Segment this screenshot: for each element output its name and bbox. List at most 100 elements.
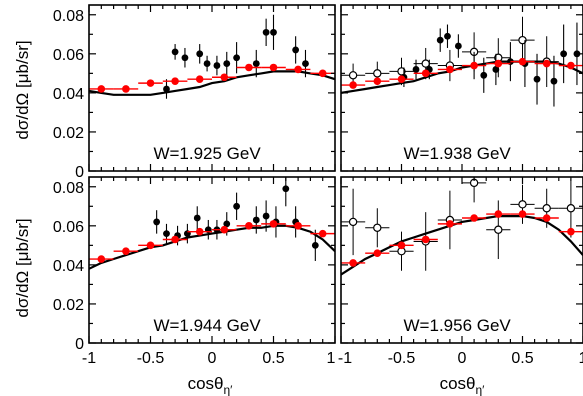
red-data-point	[518, 210, 527, 218]
red-data-point	[397, 75, 406, 84]
x-axis-label-left-sub: η′	[223, 383, 233, 396]
x-tick-label: -1	[82, 350, 96, 367]
open-data-point	[566, 204, 576, 213]
open-data-point	[494, 225, 503, 234]
y-tick-label: 0.08	[53, 180, 84, 197]
red-data-point	[373, 249, 382, 257]
filled-data-point	[492, 66, 500, 73]
open-data-point	[421, 59, 430, 68]
x-tick-label: 0	[458, 350, 467, 367]
filled-data-point	[270, 28, 277, 36]
filled-data-point	[252, 216, 260, 224]
panel-label: W=1.956 GeV	[404, 316, 512, 335]
open-data-point	[518, 200, 527, 209]
red-data-point	[294, 222, 302, 230]
filled-data-point	[560, 50, 568, 58]
y-axis-label-bottom: dσ/dΩ [μb/sr]	[13, 218, 32, 317]
x-axis-label-left: cosθη′	[188, 374, 234, 396]
red-data-point	[269, 220, 278, 228]
red-data-point	[269, 63, 278, 72]
panel-label: W=1.938 GeV	[404, 144, 512, 163]
x-axis-label-right: cosθη′	[440, 374, 486, 396]
filled-data-point	[171, 48, 179, 56]
panel-2-data	[341, 16, 583, 107]
red-data-point	[245, 63, 253, 72]
y-tick-label: 0.04	[53, 86, 84, 103]
filled-data-point	[153, 218, 161, 226]
filled-data-point	[163, 230, 170, 238]
x-axis-label-left-main: cosθ	[188, 374, 224, 393]
filled-data-point	[213, 62, 221, 69]
red-data-point	[494, 59, 503, 68]
theory-curve	[341, 60, 583, 94]
filled-data-point	[292, 46, 300, 54]
filled-data-point	[444, 32, 451, 40]
red-data-point	[220, 225, 229, 234]
y-tick-label: 0.02	[53, 297, 84, 314]
panel-frame	[88, 4, 336, 172]
red-data-point	[470, 214, 478, 222]
filled-data-point	[223, 220, 231, 228]
open-data-point	[348, 217, 358, 227]
filled-data-point	[302, 60, 309, 67]
y-tick-label: 0.04	[53, 258, 84, 275]
filled-data-point	[193, 214, 201, 222]
filled-data-point	[480, 71, 488, 79]
red-data-point	[318, 69, 327, 78]
y-tick-label: 0	[75, 336, 84, 353]
y-tick-label: 0.06	[53, 219, 84, 236]
red-data-point	[171, 235, 179, 244]
filled-data-point	[550, 77, 558, 85]
filled-data-point	[311, 241, 319, 249]
open-data-point	[518, 35, 527, 45]
red-data-point	[373, 77, 382, 85]
red-data-point	[446, 220, 454, 228]
open-data-point	[348, 71, 358, 80]
red-data-point	[470, 61, 478, 70]
x-tick-label: -0.5	[137, 350, 165, 367]
x-tick-label: 0.5	[511, 350, 533, 367]
filled-data-point	[196, 50, 204, 58]
filled-data-point	[282, 185, 290, 193]
filled-data-point	[223, 60, 231, 67]
x-tick-label: -0.5	[388, 350, 416, 367]
red-data-point	[349, 81, 357, 89]
panel-1-data	[89, 14, 335, 99]
filled-data-point	[454, 42, 462, 50]
panel-3-data	[89, 177, 335, 270]
y-tick-label: 0.02	[53, 125, 84, 142]
x-tick-label: 0	[208, 350, 217, 367]
red-data-point	[397, 241, 406, 250]
y-tick-label: 0.08	[53, 8, 84, 25]
panel-label: W=1.925 GeV	[153, 144, 261, 163]
filled-data-point	[412, 66, 420, 73]
filled-data-point	[262, 212, 270, 220]
y-tick-label: 0.06	[53, 47, 84, 64]
y-tick-label: 0	[75, 164, 84, 181]
red-data-point	[567, 61, 575, 70]
panel-1: 0 0.02 0.04 0.06 0.08 W=1.925 GeV	[53, 4, 336, 181]
x-axis-label-right-main: cosθ	[440, 374, 476, 393]
filled-data-point	[233, 54, 241, 62]
x-axis-label-right-sub: η′	[475, 383, 485, 396]
panel-frame	[340, 4, 583, 172]
filled-data-point	[181, 54, 189, 62]
panel-frame	[88, 176, 336, 344]
theory-curve	[89, 70, 335, 96]
filled-data-point	[163, 85, 170, 93]
filled-data-point	[262, 28, 270, 36]
theory-curve	[341, 215, 583, 276]
open-data-point	[542, 204, 551, 213]
panel-3: 0 0.02 0.04 0.06 0.08 -1 -0.5 0 0.5 1 W=1.944 GeV	[53, 176, 336, 367]
red-data-point	[122, 247, 130, 256]
theory-curve	[89, 224, 335, 270]
panel-frame	[340, 176, 583, 344]
red-data-point	[294, 65, 302, 74]
filled-data-point	[233, 202, 241, 210]
panel-label: W=1.944 GeV	[153, 316, 261, 335]
red-data-point	[195, 75, 204, 84]
red-data-point	[421, 235, 430, 244]
x-tick-label: 0.5	[262, 350, 284, 367]
red-data-point	[567, 227, 575, 236]
